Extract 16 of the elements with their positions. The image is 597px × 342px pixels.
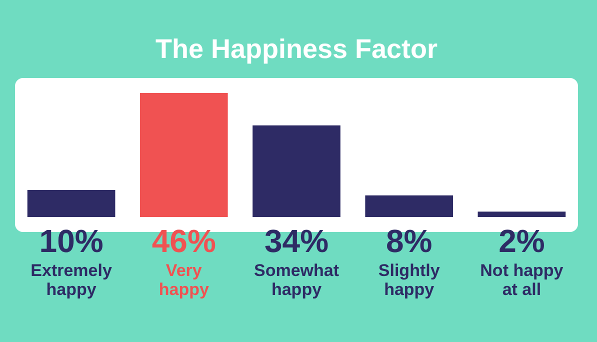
x-tick-label: Very happy xyxy=(158,261,210,299)
data-label: 34% xyxy=(264,223,329,259)
bar xyxy=(27,190,116,217)
data-label: 46% xyxy=(152,223,216,259)
x-tick-label: Extremely happy xyxy=(30,261,112,299)
chart-title: The Happiness Factor xyxy=(155,34,438,64)
data-label: 10% xyxy=(39,223,104,259)
bar xyxy=(365,195,454,217)
bar xyxy=(140,93,228,217)
bar xyxy=(478,212,566,217)
x-tick-label: Slightly happy xyxy=(378,261,440,299)
x-tick-label: Not happy at all xyxy=(480,261,564,299)
x-tick-label: Somewhat happy xyxy=(254,261,340,299)
data-label: 2% xyxy=(498,223,545,259)
data-label: 8% xyxy=(386,223,432,259)
bar xyxy=(252,125,340,217)
